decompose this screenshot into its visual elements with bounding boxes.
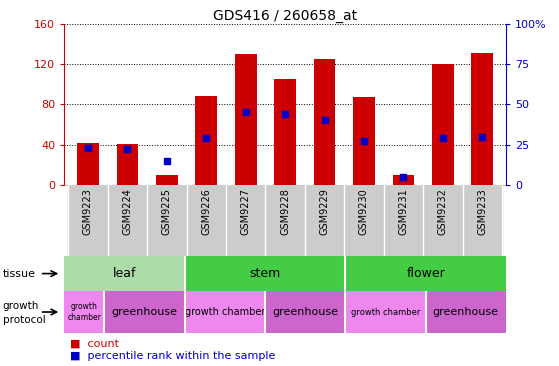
Bar (353, 97, 375, 185)
Bar (344, 185, 383, 256)
Bar (77, 142, 99, 185)
Point (83, 145, 92, 151)
Text: greenhouse: greenhouse (112, 307, 178, 317)
Bar (423, 185, 462, 256)
Bar (432, 64, 454, 185)
Text: growth: growth (3, 301, 39, 311)
Bar (383, 185, 423, 256)
Point (123, 146, 132, 152)
Text: leaf: leaf (113, 267, 136, 280)
Text: growth chamber: growth chamber (184, 307, 265, 317)
Bar (64, 256, 184, 291)
Text: GSM9226: GSM9226 (201, 188, 211, 235)
Text: protocol: protocol (3, 315, 45, 325)
Bar (64, 291, 105, 333)
Bar (462, 185, 502, 256)
Bar (265, 291, 345, 333)
Text: greenhouse: greenhouse (272, 307, 338, 317)
Bar (314, 59, 335, 185)
Bar (392, 175, 414, 185)
Point (162, 158, 171, 164)
Bar (345, 256, 506, 291)
Text: GSM9225: GSM9225 (162, 188, 172, 235)
Bar (184, 291, 265, 333)
Text: ■  percentile rank within the sample: ■ percentile rank within the sample (70, 351, 275, 361)
Text: flower: flower (406, 267, 445, 280)
Text: ■  count: ■ count (70, 339, 119, 349)
Point (320, 117, 329, 123)
Bar (471, 53, 493, 185)
Bar (274, 79, 296, 185)
Bar (187, 185, 226, 256)
Bar (235, 54, 257, 185)
Bar (116, 143, 138, 185)
Bar (68, 185, 108, 256)
Text: GSM9229: GSM9229 (320, 188, 329, 235)
Bar (345, 291, 425, 333)
Bar (226, 185, 266, 256)
Text: GSM9233: GSM9233 (477, 188, 487, 235)
Text: GSM9231: GSM9231 (399, 188, 409, 235)
Point (399, 174, 408, 180)
Point (478, 134, 487, 139)
Title: GDS416 / 260658_at: GDS416 / 260658_at (213, 9, 357, 23)
Bar (425, 291, 506, 333)
Text: tissue: tissue (3, 269, 36, 279)
Text: GSM9227: GSM9227 (241, 188, 250, 235)
Bar (266, 185, 305, 256)
Point (202, 135, 211, 141)
Text: GSM9230: GSM9230 (359, 188, 369, 235)
Text: growth
chamber: growth chamber (68, 302, 101, 322)
Text: GSM9224: GSM9224 (122, 188, 132, 235)
Bar (105, 291, 184, 333)
Bar (108, 185, 147, 256)
Text: growth chamber: growth chamber (350, 307, 420, 317)
Point (359, 138, 368, 144)
Point (281, 111, 290, 117)
Bar (156, 175, 178, 185)
Text: GSM9228: GSM9228 (280, 188, 290, 235)
Point (438, 135, 447, 141)
Bar (147, 185, 187, 256)
Text: greenhouse: greenhouse (433, 307, 499, 317)
Point (241, 109, 250, 115)
Bar (184, 256, 345, 291)
Text: stem: stem (249, 267, 281, 280)
Bar (196, 96, 217, 185)
Bar (305, 185, 344, 256)
Text: GSM9232: GSM9232 (438, 188, 448, 235)
Text: GSM9223: GSM9223 (83, 188, 93, 235)
